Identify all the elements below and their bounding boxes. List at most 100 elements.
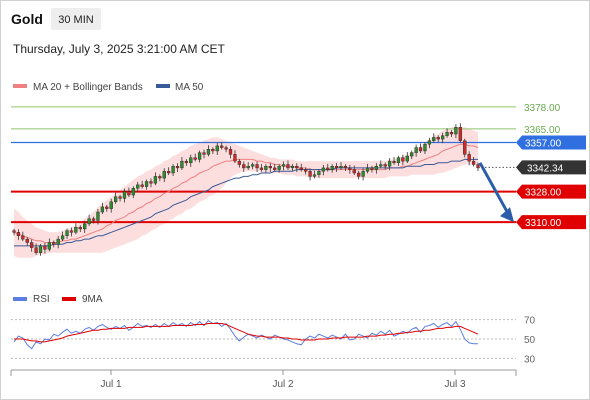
candle-body bbox=[228, 149, 233, 155]
candle-body bbox=[52, 242, 56, 245]
candle bbox=[357, 170, 361, 180]
candle bbox=[449, 130, 454, 138]
candle bbox=[180, 157, 184, 170]
candle bbox=[175, 163, 180, 172]
candle-body bbox=[87, 218, 91, 225]
candle-body bbox=[454, 127, 458, 135]
candle-body bbox=[162, 171, 166, 179]
candle-body bbox=[131, 188, 135, 196]
candle-body bbox=[105, 206, 109, 209]
candle bbox=[158, 174, 162, 182]
candle-body bbox=[197, 152, 202, 160]
timeframe-badge[interactable] bbox=[51, 8, 101, 30]
candle-body bbox=[215, 145, 219, 152]
candle-body bbox=[405, 155, 409, 162]
candle-body bbox=[149, 181, 153, 184]
candle-body bbox=[308, 171, 312, 177]
candle bbox=[189, 154, 193, 167]
candle bbox=[30, 239, 34, 252]
candle-body bbox=[211, 149, 215, 152]
candle bbox=[215, 142, 219, 156]
candle bbox=[427, 137, 432, 149]
candle bbox=[149, 178, 153, 188]
candle bbox=[52, 240, 56, 248]
candle-body bbox=[255, 164, 259, 169]
candle-body bbox=[410, 152, 414, 157]
candle bbox=[383, 162, 387, 170]
x-tick-label: Jul 3 bbox=[444, 379, 466, 390]
candle-body bbox=[78, 227, 82, 230]
level-label-3378.00: 3378.00 bbox=[524, 103, 561, 114]
candle bbox=[365, 163, 370, 174]
candle-body bbox=[401, 157, 405, 162]
level-label-3328.00: 3328.00 bbox=[525, 188, 562, 199]
candle bbox=[224, 145, 228, 153]
candle-body bbox=[96, 211, 100, 221]
candle bbox=[471, 157, 476, 167]
candle bbox=[312, 170, 317, 179]
candle-body bbox=[118, 196, 122, 199]
candle bbox=[202, 149, 206, 159]
candle-body bbox=[122, 191, 127, 199]
candle bbox=[242, 161, 246, 172]
candle-body bbox=[91, 218, 96, 221]
candle bbox=[38, 243, 43, 256]
candle bbox=[78, 225, 82, 233]
candle bbox=[87, 214, 91, 226]
candle bbox=[414, 144, 418, 157]
candle-body bbox=[12, 230, 16, 233]
candle-body bbox=[357, 172, 361, 177]
candle bbox=[392, 157, 396, 165]
level-tag-3357.00 bbox=[516, 135, 586, 150]
candle-body bbox=[317, 171, 321, 175]
candle bbox=[60, 231, 65, 242]
candle-body bbox=[144, 181, 149, 187]
candle bbox=[423, 142, 427, 155]
ma20-legend-swatch bbox=[13, 84, 27, 88]
candle-body bbox=[463, 140, 467, 155]
candle bbox=[83, 220, 87, 234]
candle bbox=[396, 155, 401, 166]
candle bbox=[436, 135, 440, 143]
rsi-tick-70: 70 bbox=[524, 316, 536, 327]
candle bbox=[56, 236, 60, 249]
candle bbox=[69, 227, 74, 237]
candle-body bbox=[56, 238, 60, 245]
candle bbox=[21, 231, 25, 242]
candle-body bbox=[246, 166, 250, 169]
candle bbox=[118, 194, 122, 202]
candle-body bbox=[304, 169, 308, 172]
candle bbox=[281, 161, 286, 171]
candle-body bbox=[202, 152, 206, 155]
candle bbox=[162, 168, 166, 183]
candle bbox=[268, 163, 272, 172]
candle bbox=[277, 164, 281, 173]
candle-body bbox=[224, 147, 228, 150]
candle bbox=[467, 151, 471, 166]
candle bbox=[122, 188, 127, 203]
candle-body bbox=[423, 143, 427, 152]
candle bbox=[476, 162, 480, 171]
candle-body bbox=[387, 160, 392, 167]
level-label-3357.00: 3357.00 bbox=[525, 138, 562, 149]
projection-arrow-shaft bbox=[478, 162, 511, 216]
candle bbox=[12, 228, 16, 236]
level-label-3310.00: 3310.00 bbox=[525, 218, 562, 229]
candle-body bbox=[295, 166, 299, 169]
candle bbox=[458, 123, 462, 143]
candle bbox=[105, 204, 109, 212]
candle bbox=[339, 162, 343, 170]
rsi-panel: 70 50 30 bbox=[11, 316, 536, 365]
ma50-legend-swatch bbox=[156, 84, 170, 88]
candle-body bbox=[396, 157, 401, 164]
candle-body bbox=[264, 166, 268, 170]
candle bbox=[374, 163, 378, 174]
candle-body bbox=[100, 206, 105, 213]
ma9-line bbox=[14, 323, 479, 343]
candlesticks bbox=[12, 123, 480, 256]
candle bbox=[295, 163, 299, 172]
candle bbox=[352, 165, 356, 176]
candle bbox=[16, 229, 21, 240]
candle bbox=[463, 138, 467, 158]
